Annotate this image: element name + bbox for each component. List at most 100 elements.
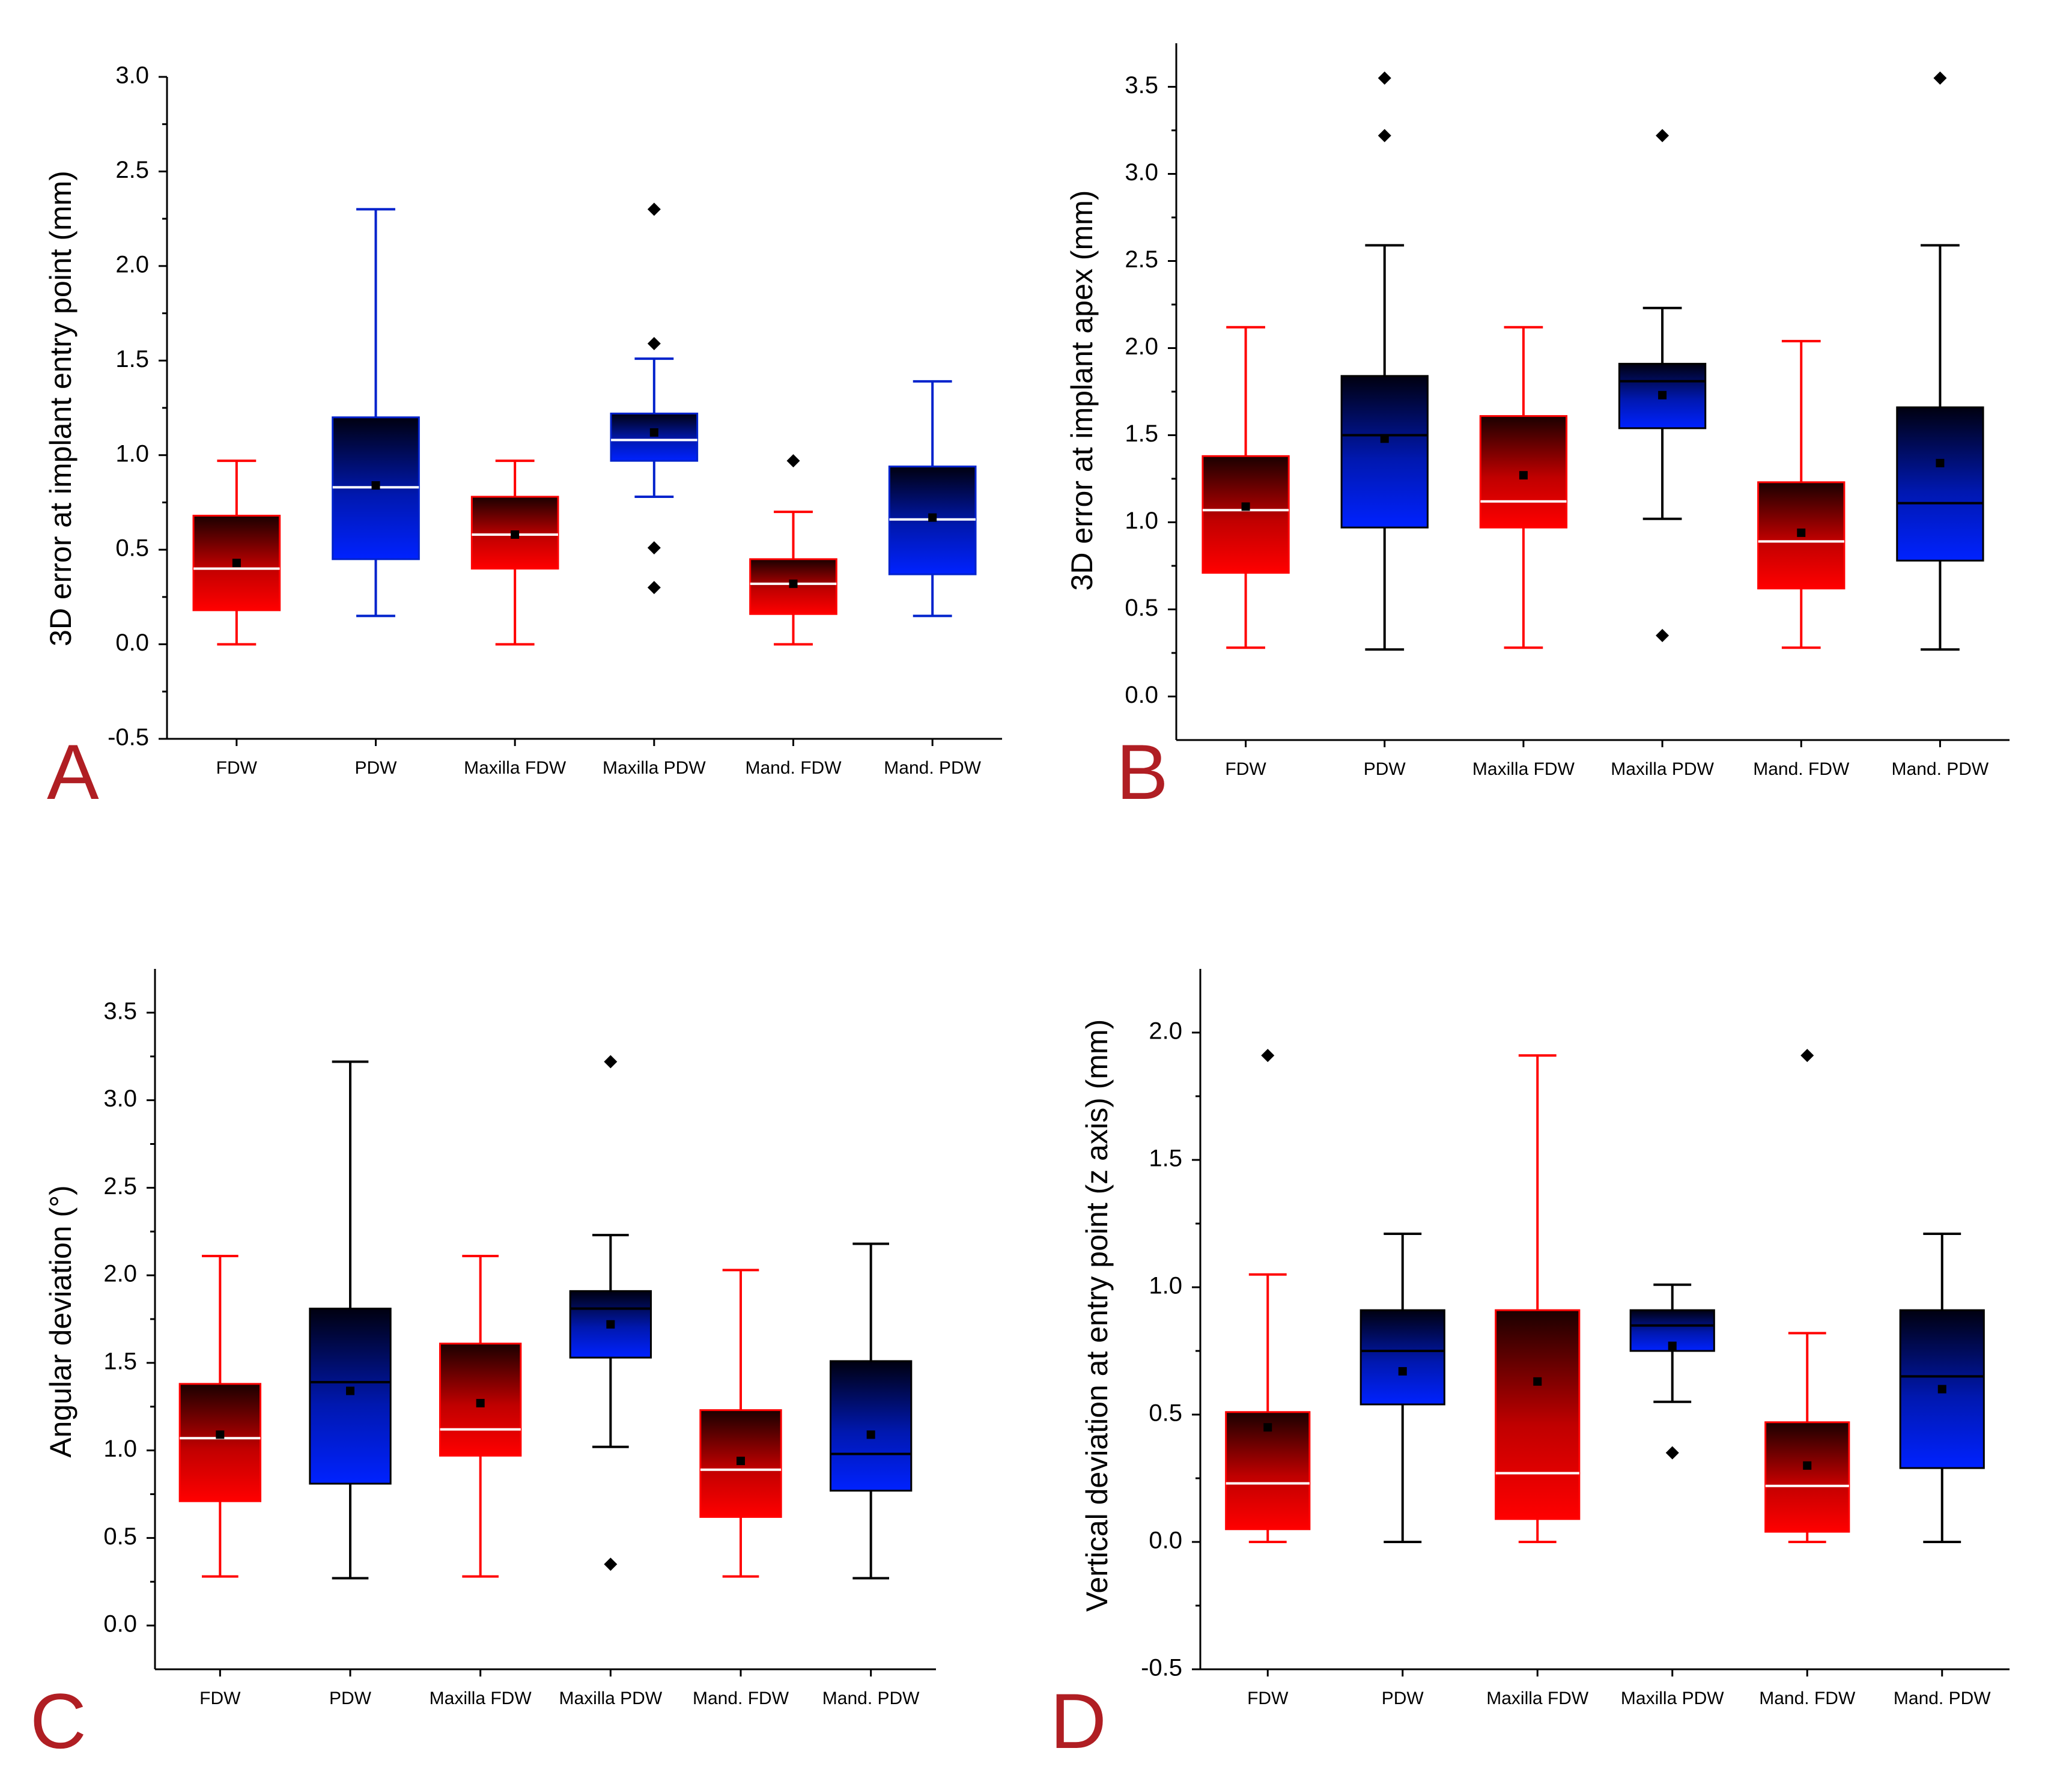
x-tick-label: FDW <box>1225 759 1266 779</box>
y-tick-label: 0.0 <box>115 630 149 656</box>
box-mand-pdw <box>1896 71 1984 651</box>
outlier-point <box>647 581 661 595</box>
iqr-box <box>1360 1309 1445 1406</box>
mean-marker <box>346 1386 354 1395</box>
y-tick-label: 3.0 <box>115 62 149 89</box>
iqr-box <box>610 412 699 462</box>
x-tick-label: Mand. PDW <box>1892 759 1989 779</box>
mean-marker <box>1936 458 1945 467</box>
x-tick-label: PDW <box>1382 1689 1424 1708</box>
x-tick-label: Mand. FDW <box>1753 759 1850 779</box>
y-axis-title: Angular deviation (°) <box>44 1185 77 1458</box>
box-mand-pdw <box>830 1242 913 1580</box>
y-tick-label: 2.0 <box>103 1261 137 1287</box>
mean-marker <box>476 1398 485 1407</box>
box-pdw <box>332 208 420 617</box>
x-tick-label: Mand. PDW <box>884 758 981 778</box>
y-tick-label: 1.0 <box>1149 1273 1182 1299</box>
y-axis-title: 3D error at implant apex (mm) <box>1065 190 1099 591</box>
mean-marker <box>649 428 658 437</box>
mean-marker <box>232 559 241 568</box>
y-tick-label: 1.5 <box>103 1348 137 1374</box>
x-tick-label: Maxilla PDW <box>1611 759 1714 779</box>
x-tick-label: FDW <box>216 758 258 778</box>
y-tick-label: 1.5 <box>1125 420 1158 447</box>
iqr-box <box>1764 1421 1850 1533</box>
mean-marker <box>1533 1377 1542 1386</box>
mean-marker <box>1380 434 1389 443</box>
outlier-point <box>647 336 661 350</box>
panel-d-chart: -0.5 0.0 0.5 1.0 1.5 2.0 FDW PDW Maxilla FDW Maxi… <box>1050 969 2010 1765</box>
box-mand-fdw <box>1757 339 1846 649</box>
outlier-point <box>1378 129 1391 142</box>
mean-marker <box>1937 1385 1946 1394</box>
mean-marker <box>928 513 937 522</box>
box-mand-fdw <box>1764 1049 1850 1543</box>
x-tick-label: Mand. FDW <box>745 758 842 778</box>
x-tick-label: Mand. PDW <box>1894 1689 1991 1708</box>
y-tick-label: 2.5 <box>115 157 149 183</box>
x-tick-label: Maxilla PDW <box>559 1689 662 1708</box>
y-tick-label: 0.5 <box>1125 595 1158 621</box>
outlier-point <box>786 454 800 468</box>
panel-c-chart: 0.0 0.5 1.0 1.5 2.0 2.5 3.0 3.5 FDW PDW Maxilla FD… <box>30 969 936 1765</box>
x-tick-label: Mand. PDW <box>822 1689 920 1708</box>
y-axis-title: 3D error at implant entry point (mm) <box>44 171 77 646</box>
mean-marker <box>1658 390 1667 399</box>
x-tick-label: FDW <box>199 1689 241 1708</box>
box-maxilla-pdw <box>1618 129 1707 642</box>
mean-marker <box>1668 1341 1677 1350</box>
y-tick-label: 1.5 <box>1149 1145 1182 1172</box>
y-tick-label: 1.0 <box>1125 508 1158 534</box>
y-tick-label: 0.5 <box>115 535 149 562</box>
iqr-box <box>830 1360 913 1492</box>
y-tick-label: -0.5 <box>1141 1655 1182 1681</box>
box-maxilla-fdw <box>439 1255 522 1578</box>
y-tick-label: 2.5 <box>1125 246 1158 273</box>
mean-marker <box>1797 528 1806 537</box>
x-tick-label: Maxilla FDW <box>430 1689 532 1708</box>
box-pdw <box>1360 1232 1445 1543</box>
iqr-box <box>1225 1411 1311 1531</box>
y-tick-label: 0.5 <box>103 1523 137 1550</box>
box-fdw <box>178 1255 261 1578</box>
mean-marker <box>737 1457 745 1466</box>
box-maxilla-fdw <box>1479 326 1568 649</box>
x-tick-label: Mand. FDW <box>693 1689 789 1708</box>
panel-letter: B <box>1116 728 1168 816</box>
panel-a-chart: -0.5 0.0 0.5 1.0 1.5 2.0 2.5 3.0 FDW PDW Maxilla F… <box>44 62 1002 816</box>
y-tick-label: 2.0 <box>1125 333 1158 360</box>
box-pdw <box>309 1060 392 1580</box>
outlier-point <box>1800 1049 1814 1063</box>
outlier-point <box>647 202 661 216</box>
outlier-point <box>1656 629 1669 642</box>
box-maxilla-fdw <box>470 460 559 646</box>
box-maxilla-fdw <box>1495 1054 1581 1543</box>
box-maxilla-pdw <box>569 1055 652 1571</box>
box-fdw <box>192 460 281 646</box>
x-tick-label: PDW <box>355 758 398 778</box>
y-tick-label: 0.5 <box>1149 1400 1182 1427</box>
x-tick-label: Maxilla FDW <box>1486 1689 1589 1708</box>
mean-marker <box>511 530 520 539</box>
y-tick-label: 1.5 <box>115 346 149 372</box>
outlier-point <box>1378 71 1391 85</box>
box-mand-fdw <box>699 1269 782 1578</box>
mean-marker <box>606 1320 615 1329</box>
box-mand-pdw <box>1899 1232 1985 1543</box>
iqr-box <box>1340 375 1429 529</box>
panel-letter: D <box>1050 1677 1107 1765</box>
outlier-point <box>604 1558 618 1571</box>
box-maxilla-pdw <box>1629 1283 1715 1460</box>
iqr-box <box>699 1409 782 1518</box>
box-fdw <box>1202 326 1290 649</box>
outlier-point <box>1665 1446 1679 1460</box>
x-tick-label: FDW <box>1247 1689 1289 1708</box>
iqr-box <box>1202 455 1290 574</box>
panel-b-chart: 0.0 0.5 1.0 1.5 2.0 2.5 3.0 3.5 FDW PDW Maxilla FD… <box>1065 43 2010 816</box>
outlier-point <box>1656 129 1669 142</box>
iqr-box <box>1495 1309 1581 1520</box>
y-tick-label: 0.0 <box>103 1611 137 1637</box>
y-tick-label: 0.0 <box>1125 682 1158 708</box>
